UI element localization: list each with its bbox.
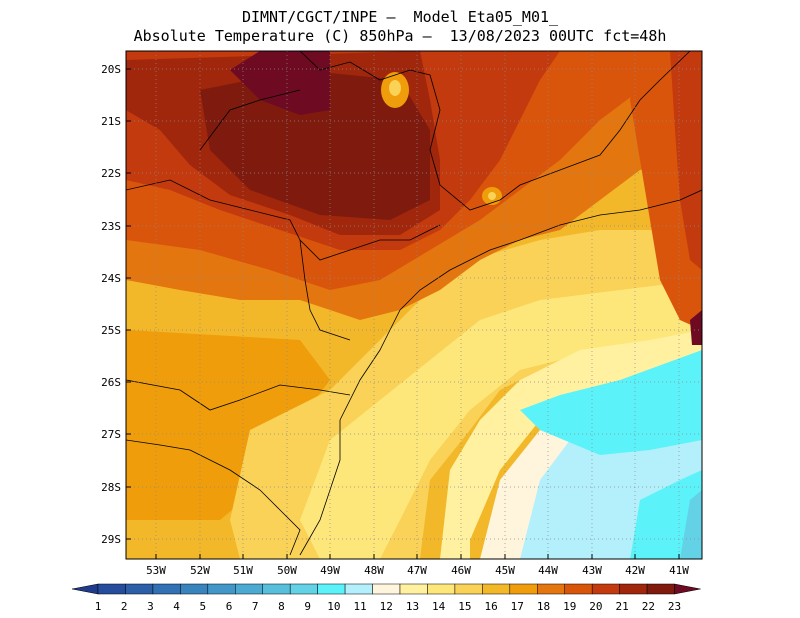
- colorbar-label-4: 4: [173, 600, 180, 613]
- lat-label-22s: 22S: [101, 167, 121, 180]
- lon-label-47w: 47W: [407, 564, 427, 577]
- lat-label-28s: 28S: [101, 481, 121, 494]
- tick-marks: [126, 68, 680, 559]
- colorbar-label-13: 13: [406, 600, 419, 613]
- colorbar-swatch-21: [646, 583, 675, 595]
- boundary-state-4: [299, 239, 351, 341]
- colorbar-label-14: 14: [432, 600, 446, 613]
- boundaries: [126, 51, 702, 556]
- lat-label-24s: 24S: [101, 272, 121, 285]
- colorbar-swatch-20: [619, 583, 648, 595]
- lat-label-21s: 21S: [101, 115, 121, 128]
- field-hotspot-2-core: [488, 192, 496, 200]
- colorbar-right-arrow: [674, 583, 701, 595]
- colorbar-label-2: 2: [121, 600, 128, 613]
- colorbar-swatch-14: [454, 583, 483, 595]
- colorbar-swatch-7: [262, 583, 291, 595]
- colorbar-left-arrow: [71, 583, 99, 595]
- colorbar-swatch-5: [207, 583, 236, 595]
- colorbar-swatch-13: [427, 583, 456, 595]
- graticule: [126, 51, 702, 559]
- colorbar-label-6: 6: [226, 600, 233, 613]
- colorbar-swatch-15: [482, 583, 511, 595]
- map-title-line-2: Absolute Temperature (C) 850hPa — 13/08/…: [133, 27, 667, 45]
- lon-label-46w: 46W: [451, 564, 471, 577]
- colorbar-swatch-17: [537, 583, 565, 595]
- lat-label-27s: 27S: [101, 428, 121, 441]
- lon-label-52w: 52W: [190, 564, 210, 577]
- field-cyan-1: [520, 350, 702, 455]
- colorbar-label-5: 5: [200, 600, 207, 613]
- colorbar: 1 2 3 4 5 6 7 8 9 10 11 12 13 14 15 16 17 18 19 20 21 22 23: [71, 583, 701, 613]
- longitude-labels: 53W 52W 51W 50W 49W 48W 47W 46W 45W 44W …: [146, 564, 689, 577]
- lat-label-26s: 26S: [101, 376, 121, 389]
- lon-label-41w: 41W: [669, 564, 689, 577]
- field-cyan-3: [680, 490, 702, 559]
- map-frame: [125, 50, 703, 560]
- colorbar-swatch-12: [399, 583, 428, 595]
- boundary-north: [299, 51, 691, 211]
- colorbar-label-11: 11: [353, 600, 366, 613]
- lon-label-44w: 44W: [538, 564, 558, 577]
- colorbar-label-15: 15: [458, 600, 471, 613]
- boundary-state-2: [126, 379, 351, 411]
- lon-label-42w: 42W: [625, 564, 645, 577]
- boundary-state-3: [126, 439, 301, 556]
- colorbar-swatch-1: [97, 583, 126, 595]
- colorbar-label-1: 1: [95, 600, 102, 613]
- field-maroon: [230, 51, 330, 115]
- colorbar-swatch-6: [235, 583, 263, 595]
- colorbar-swatch-18: [564, 583, 593, 595]
- colorbar-label-17: 17: [511, 600, 524, 613]
- field-east-red: [670, 51, 702, 270]
- colorbar-label-16: 16: [484, 600, 497, 613]
- lon-label-43w: 43W: [582, 564, 602, 577]
- colorbar-swatch-11: [372, 583, 401, 595]
- lat-label-25s: 25S: [101, 324, 121, 337]
- colorbar-swatch-9: [317, 583, 346, 595]
- field-hotspot-1-core: [389, 80, 401, 96]
- field-very-dark-red: [200, 70, 430, 220]
- lon-label-51w: 51W: [233, 564, 253, 577]
- coastline-3: [299, 420, 341, 556]
- colorbar-label-18: 18: [537, 600, 550, 613]
- lon-label-48w: 48W: [364, 564, 384, 577]
- field-sw-orange: [126, 330, 330, 520]
- latitude-labels: 20S 21S 22S 23S 24S 25S 26S 27S 28S 29S: [101, 63, 121, 546]
- colorbar-swatch-19: [591, 583, 620, 595]
- lon-label-49w: 49W: [320, 564, 340, 577]
- temperature-field: [126, 51, 702, 559]
- colorbar-label-8: 8: [278, 600, 285, 613]
- colorbar-swatch-4: [180, 583, 209, 595]
- colorbar-label-7: 7: [252, 600, 259, 613]
- field-light-yellow: [440, 330, 702, 559]
- colorbar-label-21: 21: [616, 600, 629, 613]
- lon-label-53w: 53W: [146, 564, 166, 577]
- lat-label-20s: 20S: [101, 63, 121, 76]
- coastline-2: [339, 309, 401, 421]
- lon-label-50w: 50W: [277, 564, 297, 577]
- colorbar-label-3: 3: [147, 600, 154, 613]
- colorbar-label-23: 23: [668, 600, 681, 613]
- lon-label-45w: 45W: [495, 564, 515, 577]
- colorbar-label-9: 9: [304, 600, 311, 613]
- coastline-1: [399, 189, 702, 311]
- colorbar-label-20: 20: [589, 600, 602, 613]
- colorbar-swatch-3: [152, 583, 181, 595]
- colorbar-label-19: 19: [563, 600, 576, 613]
- colorbar-swatch-10: [344, 583, 373, 595]
- lat-label-23s: 23S: [101, 220, 121, 233]
- field-east-maroon: [690, 310, 702, 345]
- lat-label-29s: 29S: [101, 533, 121, 546]
- field-pale-yellow: [300, 280, 702, 559]
- colorbar-label-10: 10: [327, 600, 340, 613]
- colorbar-swatch-2: [125, 583, 154, 595]
- map-title-line-1: DIMNT/CGCT/INPE — Model Eta05_M01_: [241, 8, 559, 26]
- colorbar-swatch-16: [509, 583, 538, 595]
- colorbar-swatch-8: [289, 583, 318, 595]
- colorbar-label-22: 22: [642, 600, 655, 613]
- boundary-state-5: [199, 89, 301, 151]
- colorbar-label-12: 12: [380, 600, 393, 613]
